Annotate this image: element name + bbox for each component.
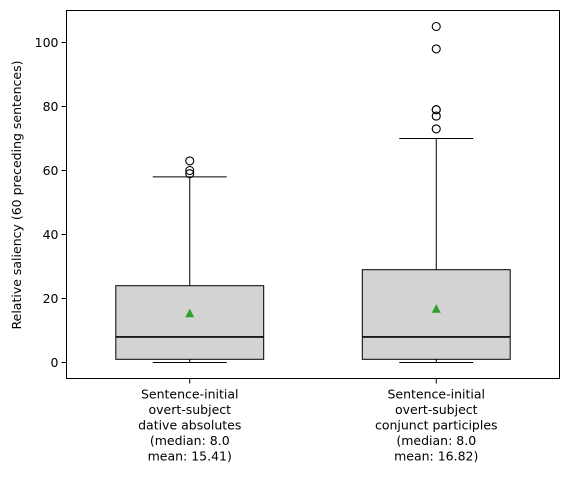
outlier-point: [185, 165, 195, 176]
x-axis: Sentence-initial overt-subject dative abso…: [138, 378, 498, 464]
x-tick-label: Sentence-initial overt-subject conjunct pa…: [375, 387, 498, 464]
x-tick-label-line: dative absolutes: [138, 418, 241, 433]
x-tick-label-line: (median: 8.0: [150, 433, 230, 448]
outlier-point: [185, 156, 195, 166]
y-tick-label: 40: [43, 227, 59, 242]
x-tick-label-line: Sentence-initial: [387, 387, 485, 402]
outlier-point: [431, 21, 441, 32]
y-tick-label: 0: [51, 355, 59, 370]
y-tick-label: 60: [43, 163, 59, 178]
x-tick-label-line: mean: 16.82): [394, 449, 478, 464]
x-tick-label-line: overt-subject: [148, 402, 231, 417]
y-axis: 0 20 40 60 80 100: [35, 35, 67, 370]
box-series: [115, 21, 511, 363]
mean-marker: [185, 308, 195, 318]
y-tick-label: 100: [35, 35, 59, 50]
iqr-box: [115, 285, 265, 360]
outlier-point: [431, 105, 441, 115]
x-tick-label-line: conjunct participles: [375, 418, 498, 433]
outlier-point: [431, 111, 441, 121]
iqr-box: [361, 269, 511, 360]
x-tick-label-line: (median: 8.0: [396, 433, 476, 448]
x-tick-label-line: overt-subject: [395, 402, 478, 417]
outlier-point: [431, 124, 441, 134]
x-tick-label-line: mean: 15.41): [148, 449, 232, 464]
x-tick-label-line: Sentence-initial: [141, 387, 239, 402]
mean-marker: [431, 304, 441, 313]
outlier-point: [431, 44, 441, 54]
outlier-point: [185, 169, 195, 179]
y-tick-label: 80: [43, 99, 59, 114]
x-tick-label: Sentence-initial overt-subject dative abso…: [138, 387, 241, 464]
y-tick-label: 20: [43, 291, 59, 306]
y-axis-label: Relative saliency (60 preceding sentence…: [9, 61, 24, 330]
